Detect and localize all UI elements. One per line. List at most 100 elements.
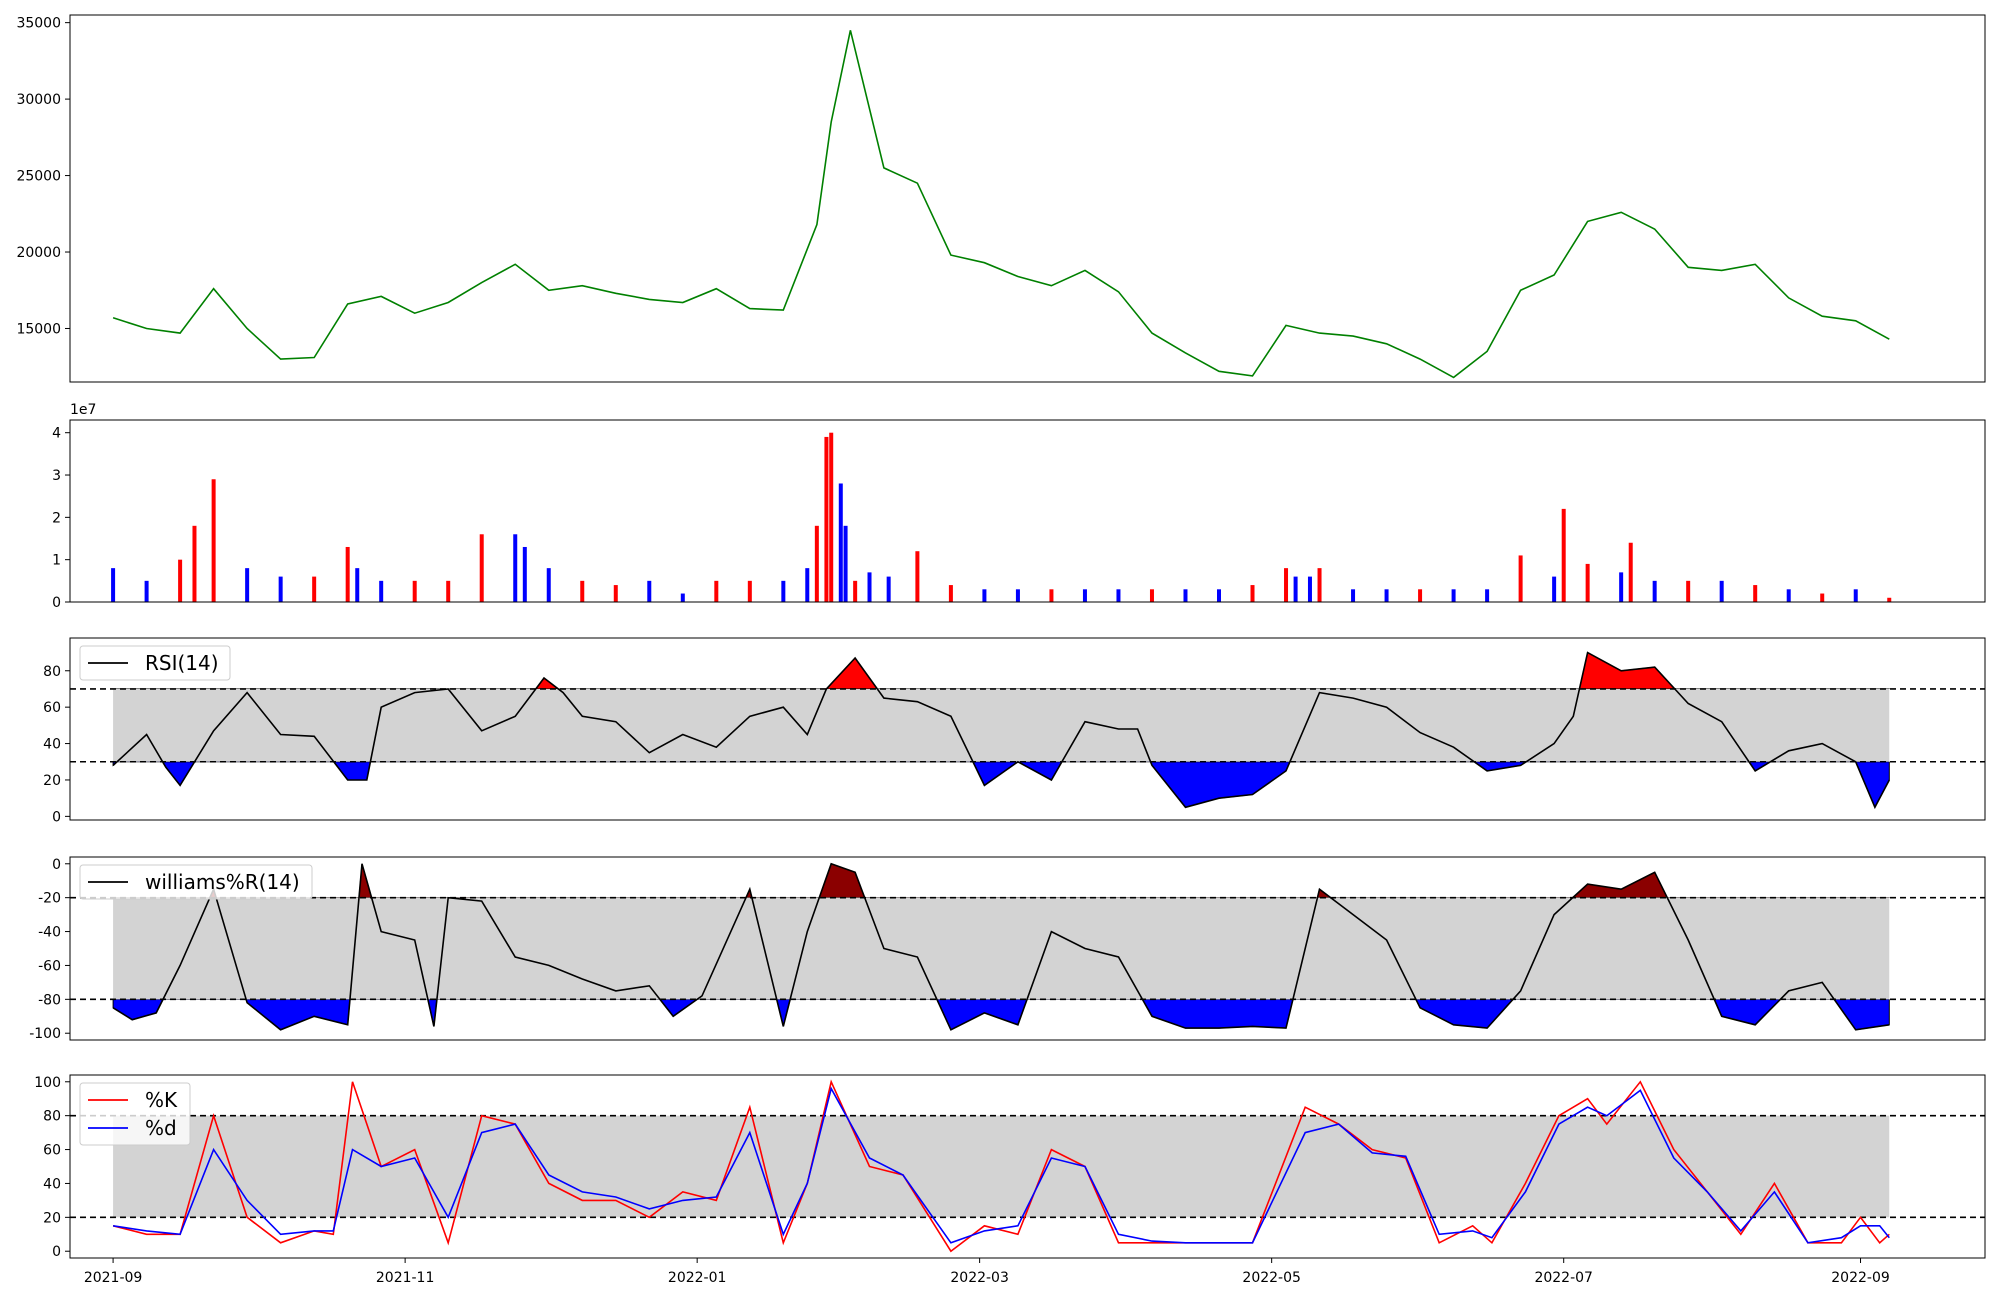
volume-bar (1485, 589, 1490, 602)
rsi-frame (69, 637, 1986, 821)
x-tick-label: 2022-09 (1831, 1270, 1890, 1286)
x-tick-label: 2022-01 (668, 1270, 727, 1286)
stochastic-series-k-line (112, 1079, 1890, 1253)
rsi-line (112, 651, 1891, 810)
volume-ytick-label: 4 (52, 426, 61, 442)
volume-bar (814, 525, 819, 602)
rsi-ytick-label: 0 (52, 809, 61, 825)
x-tick-label: 2021-09 (84, 1270, 143, 1286)
williams-ytick-label: -100 (29, 1026, 61, 1042)
volume-bar (1887, 597, 1892, 602)
price-ytick-label: 30000 (16, 92, 61, 108)
x-tick-label: 2021-11 (376, 1270, 435, 1286)
stochastic-series-d-line (112, 1086, 1890, 1244)
volume-bar (613, 585, 618, 602)
volume-bar (1628, 542, 1633, 602)
volume-bar (647, 580, 652, 602)
volume-bar (446, 580, 451, 602)
williams-ytick-label: -40 (38, 925, 61, 941)
williams-ytick-label: -80 (38, 992, 61, 1008)
volume-bar (1317, 568, 1322, 602)
stochastic-frame (69, 1074, 1986, 1259)
volume-bar (867, 572, 872, 602)
volume-bar (1217, 589, 1221, 602)
volume-bar (747, 580, 752, 602)
volume-ytick-label: 3 (52, 468, 61, 484)
volume-bar (412, 580, 417, 602)
rsi-legend-label: RSI(14) (145, 651, 219, 675)
stochastic-ytick-label: 100 (34, 1075, 61, 1091)
stochastic-ytick-label: 20 (43, 1210, 61, 1226)
volume-bar (355, 568, 360, 602)
rsi-ytick-label: 40 (43, 737, 61, 753)
volume-bar (1786, 589, 1791, 602)
stochastic-ytick-label: 60 (43, 1143, 61, 1159)
price-ytick-label: 15000 (16, 321, 61, 337)
volume-bar (714, 580, 719, 602)
volume-bar (1116, 589, 1121, 602)
volume-bar (982, 589, 987, 602)
williams-legend-box (79, 864, 313, 900)
volume-bar (1284, 568, 1289, 602)
price-line (112, 30, 1890, 379)
rsi-band (113, 688, 1890, 762)
volume-bar (479, 534, 484, 602)
volume-bar (192, 525, 197, 602)
stochastic-legend-label: %d (145, 1116, 177, 1140)
stochastic-ytick-label: 80 (43, 1109, 61, 1125)
volume-bar (144, 580, 149, 602)
volume-bar (829, 432, 834, 602)
volume-bar (522, 546, 527, 602)
volume-bar (1585, 563, 1590, 602)
rsi-ytick-label: 60 (43, 700, 61, 716)
volume-bar (838, 483, 843, 602)
volume-bar (1853, 589, 1858, 602)
volume-bar (680, 593, 685, 602)
williams-band (113, 897, 1890, 1000)
volume-bar (111, 568, 116, 602)
volume-bar (1719, 580, 1724, 602)
price-ytick-label: 35000 (16, 16, 61, 32)
rsi-ytick-label: 80 (43, 664, 61, 680)
volume-bar (1250, 585, 1255, 602)
volume-bar (824, 436, 829, 602)
volume-bar (1418, 589, 1423, 602)
volume-bar (853, 580, 858, 602)
volume-bar (1619, 572, 1624, 602)
volume-bar (1451, 589, 1456, 602)
volume-bar (345, 546, 350, 602)
volume-bar (1518, 555, 1523, 602)
volume-ytick-label: 0 (52, 595, 61, 611)
volume-bar (1384, 589, 1389, 602)
volume-bar (1351, 589, 1356, 602)
x-tick-label: 2022-05 (1242, 1270, 1301, 1286)
rsi-ytick-label: 20 (43, 773, 61, 789)
volume-bar (1820, 593, 1825, 602)
volume-bar (245, 568, 250, 602)
volume-bar (312, 576, 317, 602)
volume-bar (781, 580, 786, 602)
x-tick-label: 2022-03 (950, 1270, 1009, 1286)
volume-bar (886, 576, 891, 602)
williams-frame (69, 856, 1986, 1041)
volume-bar (1049, 589, 1054, 602)
volume-bar (1561, 508, 1566, 602)
volume-ytick-label: 1 (52, 553, 61, 569)
volume-bar (1293, 576, 1298, 602)
williams-ytick-label: -60 (38, 958, 61, 974)
volume-bar (379, 580, 384, 602)
volume-bar (1149, 589, 1154, 602)
volume-frame (69, 419, 1986, 603)
volume-bar (278, 576, 283, 602)
price-frame (69, 14, 1986, 383)
volume-bar (580, 580, 585, 602)
volume-scale-label: 1e7 (70, 402, 96, 418)
williams-ytick-label: 0 (52, 857, 61, 873)
williams-ytick-label: -20 (38, 891, 61, 907)
volume-bar (948, 585, 953, 602)
volume-bar (1552, 576, 1557, 602)
volume-bar (1082, 589, 1087, 602)
price-ytick-label: 25000 (16, 169, 61, 185)
x-tick-label: 2022-07 (1534, 1270, 1593, 1286)
